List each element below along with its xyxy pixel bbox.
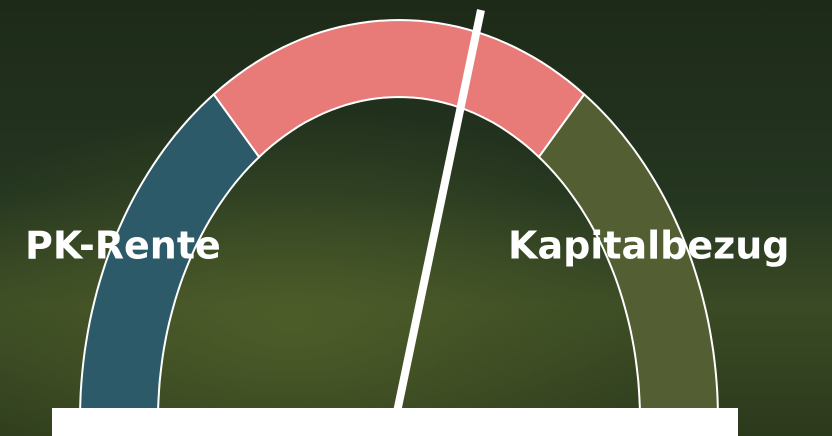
bottom-panel [52, 408, 738, 436]
right-label: Kapitalbezug [508, 224, 790, 268]
gauge-scene: PK-Rente Kapitalbezug [0, 0, 832, 436]
page: {"labels": {"left": "PK-Rente", "right":… [0, 0, 832, 436]
left-label: PK-Rente [25, 224, 221, 268]
